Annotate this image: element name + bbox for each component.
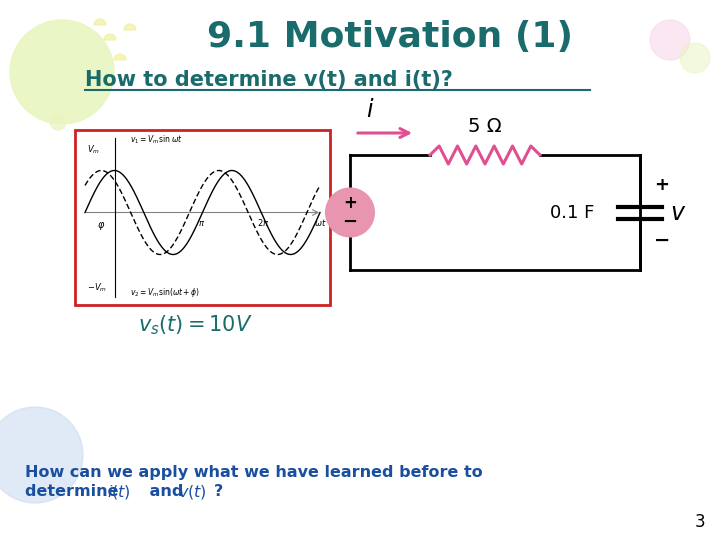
Text: +: + [654,176,670,193]
Text: How can we apply what we have learned before to: How can we apply what we have learned be… [25,464,482,480]
FancyBboxPatch shape [75,130,330,305]
Circle shape [0,407,83,503]
Text: 5 Ω: 5 Ω [468,118,502,137]
Text: How to determine v(t) and i(t)?: How to determine v(t) and i(t)? [85,70,453,90]
Text: determine: determine [25,484,124,500]
Text: ?: ? [214,484,223,500]
Circle shape [50,114,66,130]
Wedge shape [104,34,116,40]
Wedge shape [114,54,126,60]
Text: and: and [144,484,189,500]
Text: −: − [343,213,358,231]
Text: $2\pi$: $2\pi$ [257,218,270,228]
Circle shape [650,20,690,60]
Text: $V_m$: $V_m$ [87,143,100,156]
Text: $v(t)$: $v(t)$ [178,483,207,501]
Circle shape [10,20,114,124]
Text: $\pi$: $\pi$ [199,219,206,228]
Wedge shape [94,19,106,25]
Text: $v_1 = V_m \sin\,\omega t$: $v_1 = V_m \sin\,\omega t$ [130,133,183,145]
Text: $v_2 = V_m\sin(\omega t+\phi)$: $v_2 = V_m\sin(\omega t+\phi)$ [130,286,200,299]
Text: 9.1 Motivation (1): 9.1 Motivation (1) [207,20,573,54]
Circle shape [326,188,374,237]
Wedge shape [124,24,136,30]
Text: −: − [654,231,670,250]
Text: $i$: $i$ [366,98,374,122]
Text: $v$: $v$ [670,200,686,225]
Text: $v_s(t) = 10V$: $v_s(t) = 10V$ [138,313,253,337]
Text: $\omega t$: $\omega t$ [314,218,327,228]
Text: $i(t)$: $i(t)$ [107,483,131,501]
Text: 3: 3 [694,513,705,531]
Circle shape [680,43,710,73]
Text: $\varphi$: $\varphi$ [97,220,105,233]
Text: 0.1 F: 0.1 F [550,204,594,221]
Text: $-V_m$: $-V_m$ [87,281,107,294]
Text: +: + [343,193,357,212]
